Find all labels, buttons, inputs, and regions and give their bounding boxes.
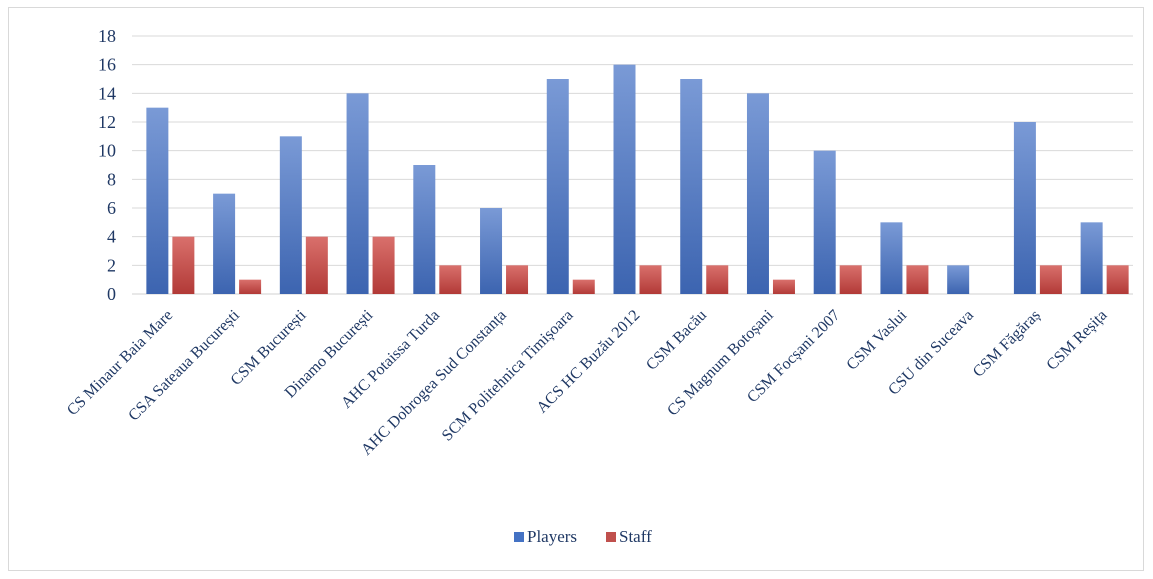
bar-staff xyxy=(706,265,729,294)
bar-players xyxy=(213,193,236,294)
bars xyxy=(146,64,1129,295)
bar-players xyxy=(613,64,636,294)
bar-players xyxy=(680,79,703,294)
bar-players xyxy=(146,107,169,295)
x-category-label: AHC Dobrogea Sud Constanța xyxy=(358,307,510,459)
bar-staff xyxy=(906,265,929,294)
x-category-label: CSM Bacău xyxy=(643,307,710,374)
bar-players xyxy=(813,150,836,294)
legend-label-players: Players xyxy=(527,527,577,546)
x-category-label: CSA Sateaua București xyxy=(125,306,243,424)
bar-players xyxy=(880,222,903,294)
legend-swatch-staff xyxy=(606,532,616,542)
bar-staff xyxy=(305,236,328,294)
bar-players xyxy=(279,136,302,294)
chart-frame: 0 2 4 6 8 10 12 14 16 18 CS Minaur Baia Mare CSA S… xyxy=(8,7,1144,571)
x-category-label: CSM Făgăraș xyxy=(970,307,1044,381)
bar-players xyxy=(947,265,970,294)
y-tick-label: 0 xyxy=(107,284,116,304)
y-tick-label: 10 xyxy=(98,141,116,161)
bar-staff xyxy=(506,265,529,294)
bar-staff xyxy=(1039,265,1062,294)
legend-swatch-players xyxy=(514,532,524,542)
y-tick-label: 6 xyxy=(107,198,116,218)
y-axis: 0 2 4 6 8 10 12 14 16 18 xyxy=(98,26,116,304)
x-category-label: CSM Reșița xyxy=(1043,307,1110,374)
bar-players xyxy=(480,208,503,294)
bar-players xyxy=(746,93,769,294)
bar-staff xyxy=(439,265,462,294)
y-tick-label: 16 xyxy=(98,55,116,75)
legend: Players Staff xyxy=(514,527,652,546)
y-tick-label: 4 xyxy=(107,227,116,247)
y-tick-label: 8 xyxy=(107,169,116,189)
bar-staff xyxy=(772,279,795,294)
x-category-label: SCM Politehnica Timișoara xyxy=(439,307,577,445)
bar-staff xyxy=(572,279,595,294)
bar-staff xyxy=(639,265,662,294)
bar-players xyxy=(546,79,569,294)
bar-staff xyxy=(239,279,262,294)
bar-players xyxy=(413,165,436,294)
x-category-label: CSM Vaslui xyxy=(843,306,910,373)
y-tick-label: 12 xyxy=(98,112,116,132)
legend-label-staff: Staff xyxy=(619,527,652,546)
bar-staff xyxy=(172,236,195,294)
bar-staff xyxy=(839,265,862,294)
bar-staff xyxy=(372,236,395,294)
y-tick-label: 14 xyxy=(98,83,116,103)
bar-staff xyxy=(1106,265,1129,294)
y-tick-label: 2 xyxy=(107,255,116,275)
bar-players xyxy=(1080,222,1103,294)
bar-players xyxy=(1013,122,1036,294)
bar-players xyxy=(346,93,369,294)
y-tick-label: 18 xyxy=(98,26,116,46)
